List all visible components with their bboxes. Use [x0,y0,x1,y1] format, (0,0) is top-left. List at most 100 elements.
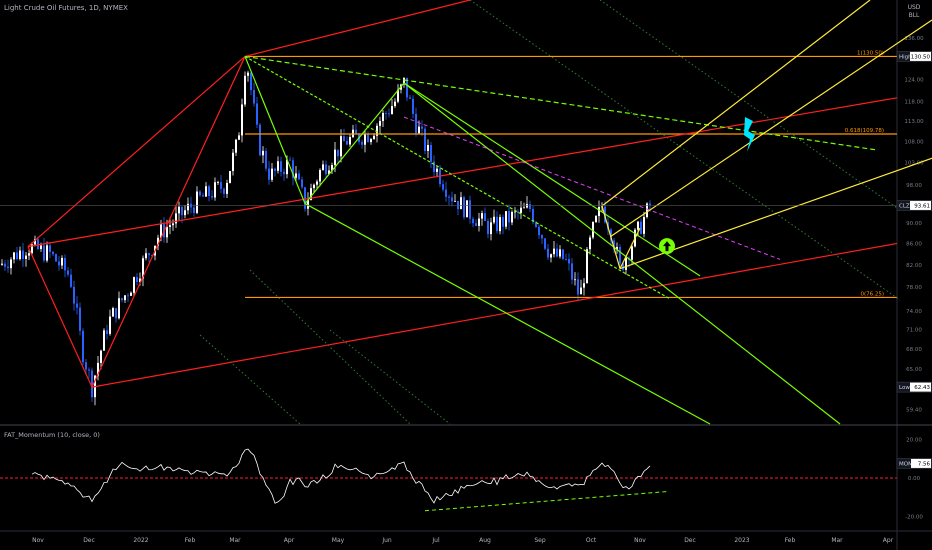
candle-body [250,72,252,91]
candle-body [247,72,249,76]
candle-body [547,248,549,258]
time-tick-label: 2022 [133,537,148,544]
candle-body [364,134,366,145]
candle-body [208,186,210,197]
candle-body [622,263,624,270]
momentum-divergence-line [424,490,669,512]
candle-body [565,259,567,260]
candle-body [136,277,138,282]
candle-body [445,189,447,197]
indicator-title: FAT_Momentum (10, close, 0) [4,431,100,439]
time-tick-label: 2023 [734,537,749,544]
candle-body [595,216,597,222]
price-tick-label: 65.00 [906,367,922,373]
candle-body [418,126,420,134]
candle-body [277,161,279,171]
candle-body [130,292,132,296]
candle-body [289,159,291,161]
candle-body [133,277,135,293]
candle-body [388,113,390,115]
candle-body [367,134,369,143]
price-marker-value-bg [910,51,931,61]
candle-body [349,137,351,145]
candle-body [55,254,57,262]
candle-body [646,203,648,218]
candle-body [52,251,54,255]
candle-body [625,257,627,270]
candle-body [82,330,84,363]
candle-body [361,141,363,145]
pitchfork-base [619,227,641,269]
candle-body [649,203,651,206]
candle-body [22,250,24,259]
price-marker-value: 62.43 [914,385,930,391]
candle-body [313,184,315,189]
candle-body [214,182,216,198]
time-tick-label: Dec [684,537,696,544]
time-tick-label: Sep [534,537,546,544]
candle-body [550,254,552,258]
candle-body [268,168,270,180]
price-marker-label: High [899,54,912,60]
candle-body [469,200,471,219]
candle-body [514,211,516,213]
channel-upper-line [27,97,898,248]
price-tick-label: 113.00 [904,119,924,125]
candle-body [112,308,114,317]
time-tick-label: Feb [785,537,796,544]
candle-body [13,252,15,260]
candle-body [58,261,60,266]
candle-body [109,316,111,334]
candle-body [148,253,150,256]
candle-body [76,303,78,308]
candle-body [229,171,231,183]
candle-body [37,239,39,250]
candle-body [307,200,309,209]
candlestick-series [1,70,651,406]
candle-body [643,217,645,234]
candle-body [370,139,372,143]
candle-body [334,149,336,166]
candle-body [256,103,258,125]
time-tick-label: Jun [381,537,392,544]
candle-body [619,246,621,264]
candle-body [16,252,18,260]
candle-body [187,203,189,211]
time-tick-label: Oct [586,537,597,544]
pitchfork-upper [601,0,871,207]
candle-body [559,249,561,257]
price-tick-label: 71.00 [906,327,922,333]
projection-dashed [403,116,781,260]
candle-body [463,197,465,218]
candle-body [448,196,450,198]
candle-body [346,141,348,145]
candle-body [34,239,36,245]
price-tick-label: 118.00 [904,100,924,106]
candle-body [232,152,234,172]
candle-body [223,188,225,194]
candle-body [577,279,579,295]
time-tick-label: Nov [634,537,646,544]
candle-body [340,136,342,157]
candle-body [352,129,354,138]
channel-upper-left [27,55,246,248]
momentum-marker-value: 7.56 [918,461,931,467]
candle-body [574,279,576,281]
price-tick-label: 90.00 [906,221,922,227]
price-tick-label: 136.00 [904,36,924,42]
candle-body [511,211,513,223]
candle-body [433,161,435,172]
candle-body [88,369,90,371]
price-tick-label: 124.00 [904,77,924,83]
candle-body [220,182,222,189]
candle-body [106,330,108,334]
candle-body [457,200,459,210]
candle-body [40,245,42,250]
candle-body [73,286,75,304]
candle-body [238,135,240,140]
candle-body [19,250,21,260]
candle-body [7,266,9,269]
candle-body [460,197,462,210]
